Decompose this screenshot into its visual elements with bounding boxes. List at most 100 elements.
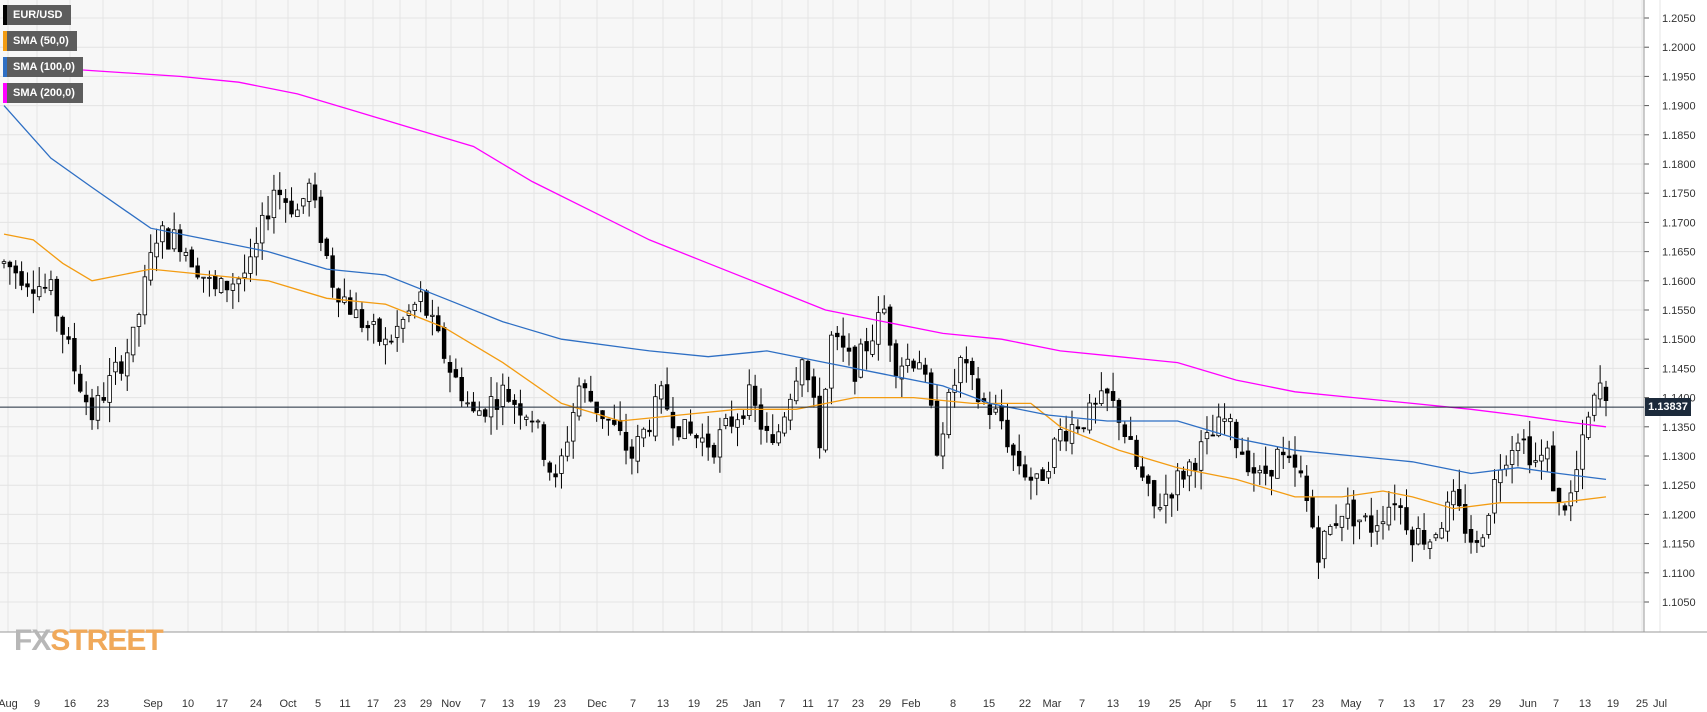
- candle-bearish: [711, 444, 717, 458]
- y-tick-label: 1.1200: [1662, 509, 1696, 521]
- candle-bearish: [623, 431, 629, 451]
- x-tick-label: 23: [554, 698, 566, 710]
- candle-bearish: [1369, 515, 1374, 533]
- y-tick-label: 1.1300: [1662, 451, 1696, 463]
- x-tick-label: 24: [250, 698, 262, 710]
- x-tick-label: Jun: [1519, 698, 1537, 710]
- candle-bullish: [171, 229, 177, 250]
- candle-bullish: [1275, 448, 1280, 479]
- y-tick-label: 1.1600: [1662, 276, 1696, 288]
- sma-line-1: [3, 105, 1607, 481]
- x-tick-label: 15: [983, 698, 995, 710]
- sma-line-0: [3, 233, 1607, 510]
- candle-bearish: [1151, 480, 1157, 507]
- candle-bullish: [248, 256, 253, 274]
- candle-bearish: [518, 403, 523, 416]
- candle-bullish: [782, 416, 787, 434]
- candle-bullish: [1099, 390, 1104, 404]
- x-tick-label: Jan: [743, 698, 761, 710]
- plot-area: [0, 0, 1644, 632]
- candle-bullish: [1509, 450, 1515, 465]
- candle-bullish: [113, 361, 118, 373]
- x-tick-label: 17: [1282, 698, 1294, 710]
- candle-bearish: [1286, 455, 1292, 459]
- candle-bearish: [330, 255, 335, 288]
- candle-bearish: [1016, 450, 1022, 467]
- legend-item-sma200[interactable]: SMA (200,0): [3, 83, 83, 103]
- candle-bullish: [917, 362, 922, 370]
- candle-bullish: [1480, 537, 1485, 547]
- candle-bullish: [576, 385, 582, 417]
- legend-item-eurusd[interactable]: EUR/USD: [3, 5, 71, 25]
- candle-bearish: [1457, 489, 1462, 507]
- candle-bearish: [1022, 464, 1028, 478]
- candle-bearish: [1550, 445, 1556, 492]
- candle-bearish: [1181, 470, 1186, 480]
- candle-bullish: [940, 433, 946, 457]
- candle-bearish: [42, 286, 48, 289]
- candle-bearish: [1281, 451, 1286, 456]
- candle-bearish: [441, 327, 447, 359]
- candle-bullish: [1445, 501, 1450, 532]
- candle-bearish: [283, 198, 288, 203]
- candle-bearish: [970, 360, 975, 376]
- candle-bearish: [213, 275, 218, 290]
- candle-bullish: [1451, 490, 1456, 506]
- x-tick-label: 23: [1312, 698, 1324, 710]
- candle-bearish: [289, 200, 294, 215]
- x-tick-label: Dec: [587, 698, 607, 710]
- legend-item-sma50[interactable]: SMA (50,0): [3, 31, 77, 51]
- candle-bullish: [952, 384, 957, 393]
- candle-bearish: [647, 429, 652, 433]
- candle-bullish: [353, 309, 359, 319]
- y-tick-label: 1.2050: [1662, 13, 1696, 25]
- candle-bearish: [688, 421, 693, 434]
- candle-bearish: [987, 404, 993, 416]
- x-tick-label: 25: [716, 698, 728, 710]
- x-tick-label: 13: [1403, 698, 1415, 710]
- candle-bullish: [1545, 447, 1550, 460]
- candle-bearish: [1040, 469, 1045, 481]
- candle-bullish: [1363, 515, 1368, 518]
- candle-bullish: [958, 357, 963, 384]
- candle-bearish: [7, 261, 13, 268]
- candle-bullish: [1539, 454, 1544, 462]
- candle-bearish: [1562, 505, 1568, 511]
- x-tick-label: Mar: [1043, 698, 1062, 710]
- candle-bearish: [846, 347, 852, 352]
- x-tick-label: 29: [1489, 698, 1501, 710]
- y-tick-label: 1.1450: [1662, 363, 1696, 375]
- candle-bullish: [535, 420, 541, 423]
- y-tick-label: 1.2000: [1662, 42, 1696, 54]
- candle-bearish: [729, 416, 734, 427]
- legend-item-sma100[interactable]: SMA (100,0): [3, 57, 83, 77]
- x-tick-label: 7: [1378, 698, 1384, 710]
- x-tick-label: 13: [502, 698, 514, 710]
- candle-bullish: [295, 209, 300, 217]
- candle-bullish: [565, 441, 570, 457]
- candle-bearish: [852, 346, 858, 382]
- candle-bullish: [823, 388, 828, 451]
- candle-bullish: [653, 396, 658, 437]
- candle-bearish: [101, 397, 106, 401]
- candle-bearish: [911, 360, 916, 369]
- candle-bearish: [529, 420, 535, 423]
- candle-bearish: [893, 343, 899, 377]
- candle-bullish: [1533, 460, 1538, 463]
- candle-bearish: [694, 435, 699, 439]
- candle-bearish: [1398, 505, 1403, 508]
- x-tick-label: 8: [950, 698, 956, 710]
- y-tick-label: 1.1950: [1662, 71, 1696, 83]
- x-tick-label: 10: [182, 698, 194, 710]
- candle-bearish: [670, 411, 676, 429]
- candle-bearish: [336, 288, 341, 303]
- y-tick-label: 1.1550: [1662, 305, 1696, 317]
- x-tick-label: 11: [802, 698, 813, 710]
- candle-bullish: [1580, 434, 1585, 470]
- candle-bullish: [130, 326, 136, 356]
- candle-bearish: [1128, 436, 1133, 440]
- x-tick-label: 13: [1579, 698, 1591, 710]
- candle-bearish: [923, 364, 928, 375]
- sma-line-2: [3, 64, 1607, 428]
- candle-bearish: [887, 306, 893, 346]
